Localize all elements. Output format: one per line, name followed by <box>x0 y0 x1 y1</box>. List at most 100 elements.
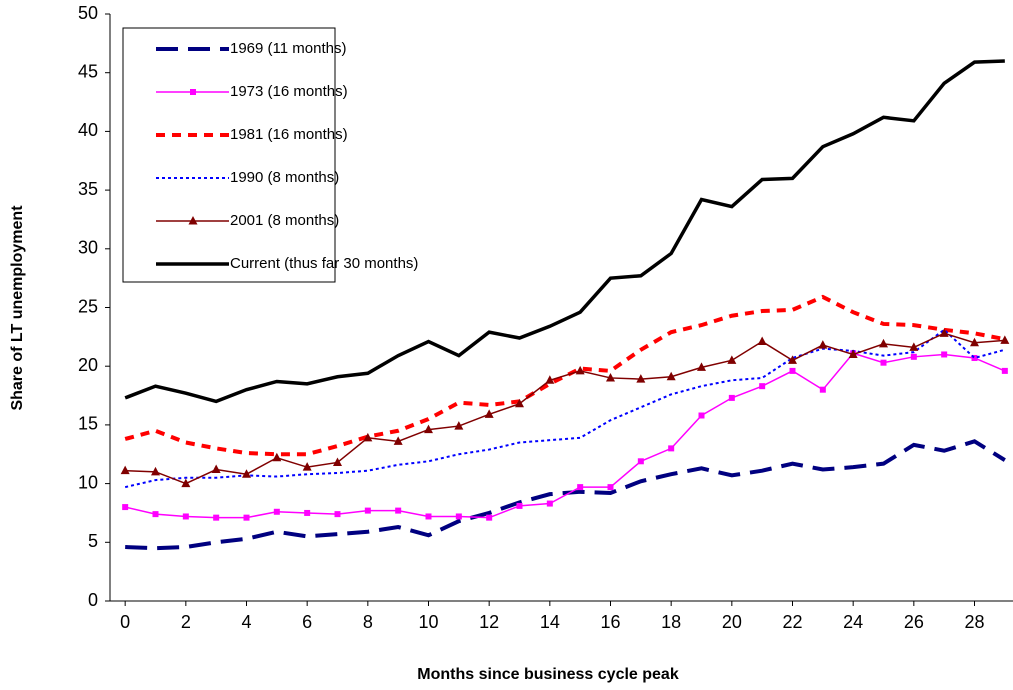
marker <box>122 504 129 511</box>
x-tick-label: 26 <box>904 612 924 632</box>
y-tick-label: 40 <box>78 120 98 140</box>
x-tick-label: 0 <box>120 612 130 632</box>
marker <box>242 469 251 478</box>
marker <box>273 508 280 515</box>
marker <box>515 398 524 408</box>
marker <box>486 514 493 521</box>
marker <box>971 354 978 361</box>
marker <box>151 466 160 476</box>
y-axis-label: Share of LT unemployment <box>9 205 26 411</box>
marker <box>848 349 858 358</box>
marker <box>243 514 250 521</box>
series-line <box>124 328 1006 489</box>
marker <box>213 514 220 521</box>
marker <box>516 502 523 509</box>
marker <box>190 89 196 95</box>
marker <box>272 452 282 462</box>
legend-box <box>122 27 336 283</box>
marker <box>879 338 888 348</box>
marker <box>636 374 646 383</box>
y-tick-label: 45 <box>78 61 98 81</box>
series-line <box>124 294 1006 457</box>
legend-label: 1969 (11 months) <box>230 40 346 57</box>
x-tick-label: 10 <box>418 612 438 632</box>
marker <box>727 355 737 364</box>
marker <box>188 216 198 225</box>
marker <box>575 365 585 375</box>
marker <box>819 386 826 393</box>
marker <box>577 484 584 491</box>
y-tick-label: 35 <box>78 179 98 199</box>
marker <box>182 513 189 520</box>
marker <box>364 507 371 514</box>
marker <box>1001 367 1008 374</box>
marker <box>880 359 887 366</box>
legend-label: 1973 (16 months) <box>230 83 348 100</box>
marker <box>789 367 796 374</box>
series-line <box>124 59 1005 404</box>
y-tick-label: 10 <box>78 472 98 492</box>
marker <box>545 375 555 384</box>
marker <box>909 342 919 351</box>
marker <box>455 513 462 520</box>
marker <box>484 409 494 418</box>
marker <box>759 383 766 390</box>
marker <box>697 362 706 371</box>
marker <box>302 462 312 471</box>
x-tick-label: 24 <box>843 612 863 632</box>
marker <box>818 340 828 349</box>
x-tick-label: 28 <box>964 612 984 632</box>
marker <box>211 464 221 474</box>
series-line <box>125 439 1006 551</box>
x-tick-label: 14 <box>540 612 560 632</box>
legend-label: 1990 (8 months) <box>230 169 339 186</box>
y-tick-label: 30 <box>78 238 98 258</box>
marker <box>454 421 464 430</box>
legend-label: 2001 (8 months) <box>230 212 339 229</box>
marker <box>334 511 341 518</box>
x-tick-label: 16 <box>600 612 620 632</box>
x-tick-label: 8 <box>363 612 373 632</box>
legend-label: Current (thus far 30 months) <box>230 255 418 272</box>
x-tick-label: 20 <box>722 612 742 632</box>
marker <box>941 351 948 358</box>
marker <box>181 478 191 488</box>
series-line <box>125 332 1005 485</box>
marker <box>546 500 553 507</box>
marker <box>788 355 797 364</box>
marker <box>910 353 917 360</box>
x-tick-label: 18 <box>661 612 681 632</box>
x-tick-label: 22 <box>782 612 802 632</box>
marker <box>607 484 614 491</box>
y-tick-label: 0 <box>88 590 98 610</box>
marker <box>698 412 705 419</box>
x-tick-label: 4 <box>241 612 251 632</box>
marker <box>1000 335 1010 344</box>
marker <box>728 394 735 401</box>
marker <box>970 337 979 347</box>
x-tick-label: 6 <box>302 612 312 632</box>
marker <box>393 436 403 445</box>
marker <box>637 458 644 465</box>
y-tick-label: 5 <box>88 531 98 551</box>
y-tick-label: 15 <box>78 414 98 434</box>
marker <box>757 336 767 346</box>
series-line <box>124 352 1006 519</box>
x-axis-label: Months since business cycle peak <box>417 666 679 683</box>
marker <box>668 445 675 452</box>
marker <box>333 457 342 466</box>
marker <box>666 371 676 381</box>
marker <box>606 372 615 382</box>
x-tick-label: 12 <box>479 612 499 632</box>
marker <box>395 507 402 514</box>
y-tick-label: 25 <box>78 296 98 316</box>
marker <box>363 432 373 442</box>
y-tick-label: 50 <box>78 3 98 23</box>
marker <box>424 424 433 434</box>
x-tick-label: 2 <box>181 612 191 632</box>
legend-label: 1981 (16 months) <box>230 126 348 143</box>
marker <box>304 509 311 516</box>
marker <box>425 513 432 520</box>
